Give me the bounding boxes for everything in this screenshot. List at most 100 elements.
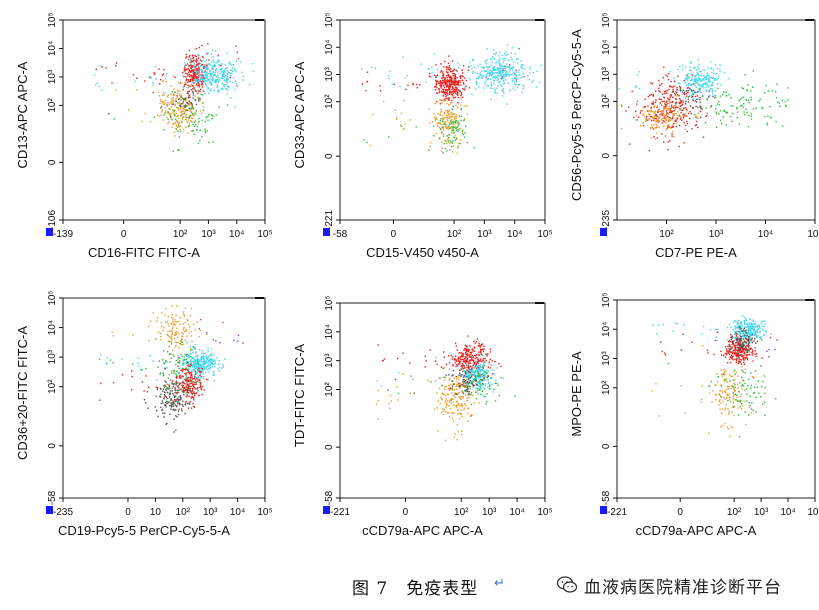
event-dot	[202, 83, 204, 86]
event-dot	[499, 69, 502, 71]
event-dot	[113, 118, 115, 120]
event-dot	[648, 112, 650, 115]
event-dot	[436, 76, 438, 78]
event-dot	[784, 104, 787, 106]
event-dot	[164, 380, 166, 382]
event-dot	[445, 121, 447, 123]
event-dot	[179, 342, 181, 345]
event-dot	[493, 69, 496, 72]
event-dot	[472, 364, 474, 366]
event-dot	[187, 361, 189, 363]
event-dot	[485, 371, 487, 373]
event-dot	[178, 125, 180, 127]
event-dot	[188, 104, 190, 106]
event-dot	[664, 92, 666, 95]
event-dot	[736, 326, 738, 329]
event-dot	[156, 114, 159, 116]
event-dot	[203, 67, 205, 69]
event-dot	[187, 84, 189, 86]
event-dot	[736, 359, 738, 362]
event-dot	[721, 354, 723, 356]
event-dot	[726, 350, 729, 352]
event-dot	[198, 75, 201, 77]
event-dot	[469, 362, 472, 364]
event-dot	[669, 109, 671, 111]
event-dot	[677, 110, 679, 113]
event-dot	[440, 132, 443, 134]
event-dot	[185, 115, 187, 117]
event-dot	[451, 86, 453, 88]
event-dot	[444, 82, 446, 85]
event-dot	[664, 354, 667, 356]
event-dot	[476, 384, 478, 386]
event-dot	[439, 120, 441, 122]
event-dot	[463, 375, 466, 377]
event-dot	[185, 126, 187, 128]
event-dot	[483, 87, 486, 89]
event-dot	[746, 89, 749, 91]
event-dot	[194, 329, 197, 331]
event-dot	[192, 54, 194, 57]
event-dot	[465, 382, 467, 384]
event-dot	[468, 376, 470, 378]
event-dot	[190, 382, 192, 384]
event-dot	[741, 315, 744, 317]
event-dot	[752, 329, 755, 332]
event-dot	[734, 320, 737, 323]
event-dot	[188, 385, 190, 388]
event-dot	[442, 74, 445, 76]
event-dot	[446, 411, 449, 414]
event-dot	[671, 135, 673, 137]
event-dot	[499, 65, 502, 67]
event-dot	[485, 76, 488, 79]
event-dot	[745, 338, 748, 340]
event-dot	[476, 354, 478, 356]
range-marker	[255, 19, 264, 21]
event-dot	[177, 365, 179, 367]
y-tick-label: 10³	[47, 349, 58, 364]
event-dot	[461, 405, 464, 407]
event-dot	[474, 375, 476, 377]
event-dot	[190, 101, 192, 104]
event-dot	[194, 79, 197, 81]
event-dot	[215, 114, 217, 116]
event-dot	[742, 335, 745, 338]
event-dot	[672, 120, 675, 123]
event-dot	[475, 82, 478, 84]
event-dot	[739, 351, 741, 354]
event-dot	[463, 381, 466, 383]
event-dot	[670, 104, 673, 106]
event-dot	[486, 353, 488, 356]
event-dot	[188, 90, 190, 92]
event-dot	[152, 312, 155, 314]
event-dot	[739, 330, 741, 332]
event-dot	[689, 111, 691, 113]
event-dot	[666, 75, 669, 78]
event-dot	[714, 94, 717, 97]
event-dot	[725, 354, 728, 356]
event-dot	[191, 374, 193, 376]
blue-square-marker	[600, 228, 607, 236]
event-dot	[203, 389, 205, 391]
event-dot	[192, 357, 195, 359]
event-dot	[501, 74, 503, 76]
event-dot	[399, 124, 402, 126]
event-dot	[111, 331, 113, 334]
event-dot	[195, 352, 197, 354]
event-dot	[678, 95, 680, 97]
event-dot	[115, 65, 117, 67]
event-dot	[190, 107, 192, 109]
event-dot	[456, 88, 458, 90]
event-dot	[199, 363, 201, 366]
event-dot	[204, 70, 206, 72]
event-dot	[186, 355, 188, 358]
event-dot	[147, 407, 149, 409]
event-dot	[184, 83, 186, 86]
event-dot	[467, 365, 470, 367]
event-dot	[748, 327, 750, 330]
event-dot	[198, 68, 201, 71]
event-dot	[131, 363, 134, 365]
event-dot	[198, 62, 200, 64]
event-dot	[377, 400, 379, 402]
dot-plot-svg-2: -58 0 10² 10³ 10⁴ 10⁵-221010²10³10⁴10⁵CD15-V4…	[292, 12, 553, 260]
